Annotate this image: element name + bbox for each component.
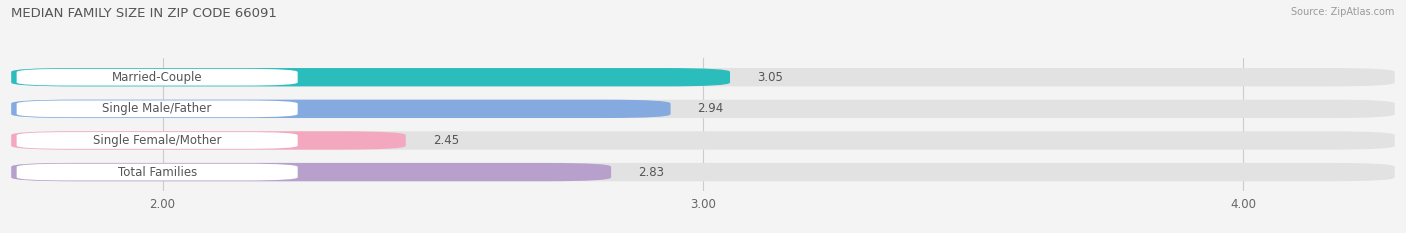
FancyBboxPatch shape (17, 164, 298, 181)
Text: Single Male/Father: Single Male/Father (103, 102, 212, 115)
FancyBboxPatch shape (11, 68, 730, 86)
FancyBboxPatch shape (17, 69, 298, 86)
FancyBboxPatch shape (11, 100, 1395, 118)
FancyBboxPatch shape (17, 132, 298, 149)
FancyBboxPatch shape (11, 68, 1395, 86)
FancyBboxPatch shape (11, 163, 612, 181)
Text: 2.45: 2.45 (433, 134, 458, 147)
Text: Total Families: Total Families (118, 166, 197, 178)
Text: Source: ZipAtlas.com: Source: ZipAtlas.com (1291, 7, 1395, 17)
Text: 2.94: 2.94 (697, 102, 724, 115)
FancyBboxPatch shape (17, 100, 298, 117)
FancyBboxPatch shape (11, 131, 406, 150)
Text: MEDIAN FAMILY SIZE IN ZIP CODE 66091: MEDIAN FAMILY SIZE IN ZIP CODE 66091 (11, 7, 277, 20)
FancyBboxPatch shape (11, 163, 1395, 181)
Text: 3.05: 3.05 (756, 71, 783, 84)
FancyBboxPatch shape (11, 131, 1395, 150)
FancyBboxPatch shape (11, 100, 671, 118)
Text: 2.83: 2.83 (638, 166, 664, 178)
Text: Married-Couple: Married-Couple (112, 71, 202, 84)
Text: Single Female/Mother: Single Female/Mother (93, 134, 221, 147)
